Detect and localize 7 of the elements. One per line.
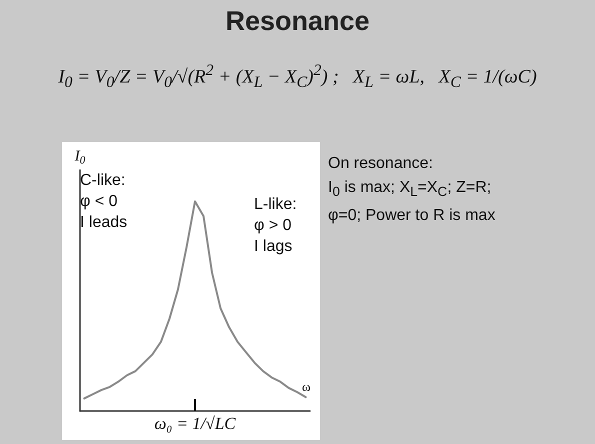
- text: I$_{0}$ = V$_{0}$/Z = V$_{0}$/√(R$^{2}$ + (X$_{L}$ − X$_{C}$)$^{2}$) ; X$_{L}$ = ωL, X$_{C}$ = 1/(ωC): [58, 62, 537, 92]
- text: On resonance: I$_{0}$ is max; X$_{L}$=X$_{C}$; Z=R; φ=0; Power to R is max: [328, 155, 496, 224]
- annotation: L-like: φ > 0 I lags: [254, 195, 297, 257]
- chart-title: Resonance: [224, 6, 371, 37]
- text: ω₀ = 1/√LC: [154, 413, 236, 434]
- annotation: C-like: φ < 0 I leads: [80, 171, 128, 233]
- x-axis-title: ω: [302, 379, 311, 394]
